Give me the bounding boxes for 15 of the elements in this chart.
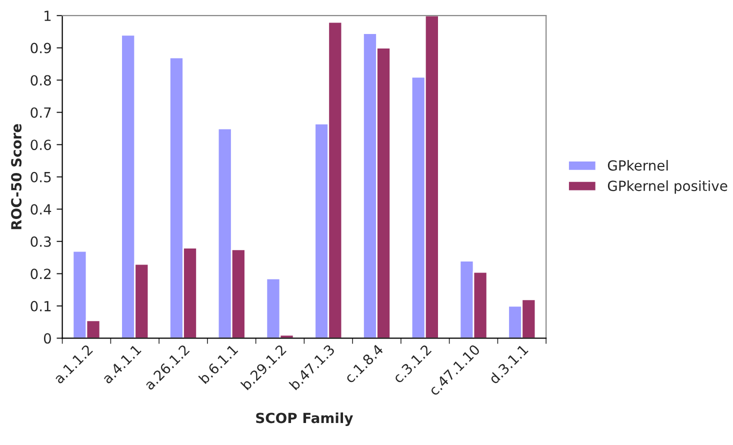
- y-tick-label: 0.1: [30, 300, 51, 312]
- y-tick-label: 0.4: [30, 204, 52, 215]
- y-tick-label: 0.3: [30, 236, 51, 247]
- y-tick-label: 0.8: [30, 75, 51, 86]
- legend-label: GPkernel positive: [608, 180, 728, 194]
- x-axis-title: SCOP Family: [256, 412, 353, 426]
- y-tick-label: 0.5: [30, 172, 51, 182]
- y-tick-label: 0.7: [30, 107, 51, 118]
- y-tick-label: 0.2: [30, 268, 50, 280]
- y-tick-label: 0.9: [30, 42, 51, 54]
- y-tick-label: 1: [44, 10, 51, 21]
- y-tick-label: 0.6: [30, 140, 52, 150]
- y-axis-title: ROC-50 Score: [11, 124, 22, 230]
- legend-label: GPkernel: [608, 160, 668, 171]
- y-tick-label: 0: [44, 333, 51, 344]
